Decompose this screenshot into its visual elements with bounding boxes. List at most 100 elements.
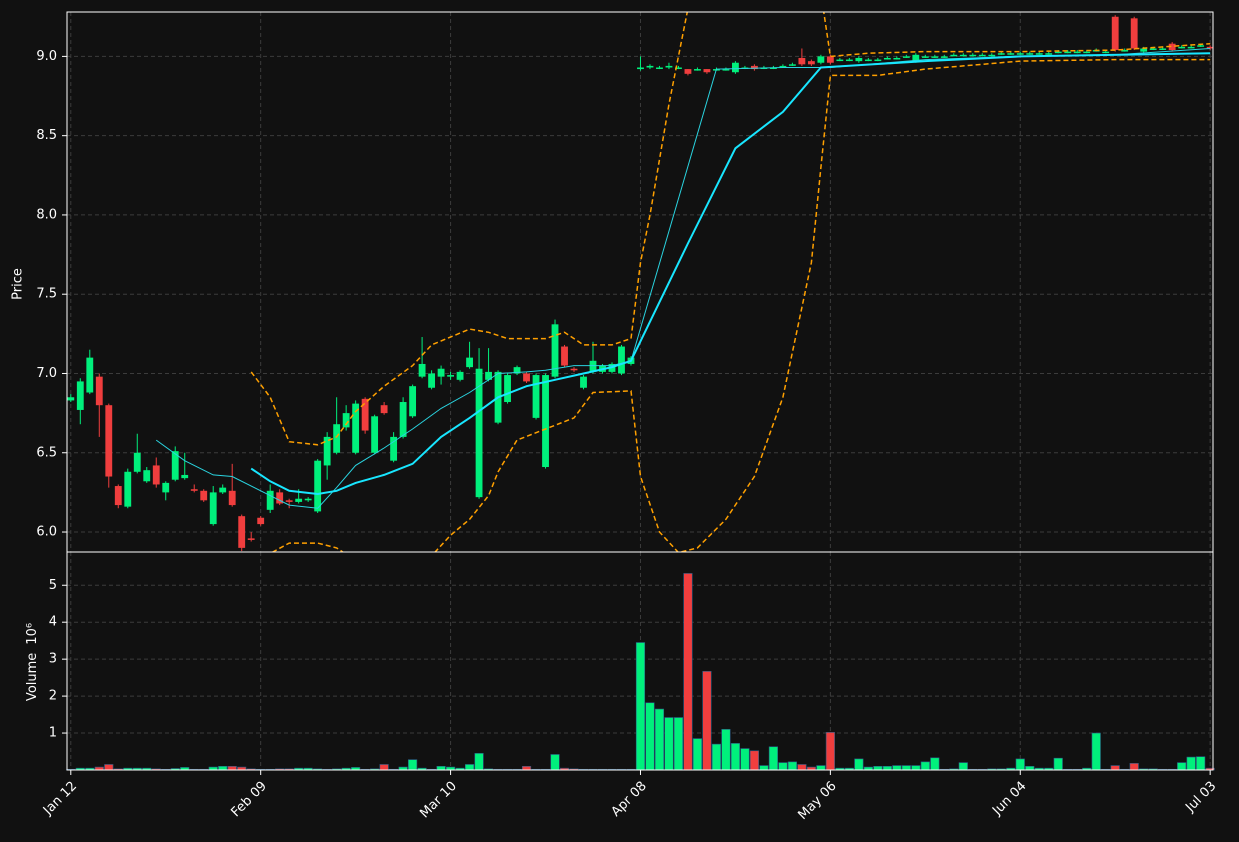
y-tick-label: 7.5 (36, 287, 57, 302)
indicator-line (271, 58, 1211, 552)
candle-body (978, 54, 986, 57)
candle-body (769, 67, 777, 69)
volume-bar (930, 757, 940, 771)
candle-body (1054, 51, 1062, 54)
volume-frame (66, 551, 1214, 771)
volume-bar (227, 766, 237, 771)
volume-bar (635, 642, 646, 771)
candle-body (67, 397, 75, 401)
candle-body (807, 61, 815, 65)
volume-bar (1110, 765, 1120, 771)
volume-label: Volume (25, 653, 40, 701)
candle-body (238, 516, 246, 548)
candle-body (342, 413, 350, 428)
volume-bar (768, 746, 778, 771)
volume-bar (408, 759, 418, 771)
candle-body (1159, 48, 1167, 50)
volume-bar (436, 766, 446, 771)
candle-body (276, 492, 284, 504)
candle-body (1197, 45, 1205, 47)
candle-body (323, 436, 331, 466)
candle-body (181, 474, 189, 479)
volume-bar (730, 743, 740, 771)
volume-bar (740, 748, 750, 771)
candle-body (171, 451, 179, 480)
candle-body (105, 405, 113, 477)
candle-body (855, 57, 863, 62)
candle-body (523, 373, 530, 382)
candle-body (390, 436, 398, 461)
volume-bar (1025, 766, 1035, 771)
volume-bar (673, 717, 684, 771)
candle-body (997, 53, 1005, 55)
volume-bar (104, 764, 114, 771)
volume-bar (1129, 763, 1139, 771)
candle-body (371, 416, 379, 453)
volume-bar (787, 761, 797, 771)
volume-bar (645, 702, 655, 771)
volume-bar (854, 758, 864, 771)
volume-bar (702, 671, 712, 771)
y-tick-label: 1 (49, 726, 57, 741)
candle-body (1121, 50, 1129, 52)
y-tick-label: 2 (49, 689, 57, 704)
candle-body (124, 471, 132, 507)
candle-body (1140, 48, 1148, 52)
candle-body (826, 56, 834, 63)
candle-body (380, 405, 388, 414)
candle-body (1045, 53, 1053, 55)
candle-body (418, 363, 426, 377)
candle-body (798, 57, 806, 65)
volume-bar (218, 766, 228, 771)
candle-body (921, 56, 929, 58)
candle-body (684, 69, 692, 74)
volume-bar (1177, 762, 1187, 771)
candle-body (542, 375, 549, 468)
candle-body (1130, 18, 1138, 49)
y-tick-label: 8.0 (36, 207, 57, 222)
volume-bar (778, 762, 788, 771)
y-tick-label: 4 (49, 615, 57, 630)
candle-body (228, 490, 236, 506)
candle-body (722, 69, 730, 71)
candle-body (1016, 53, 1024, 55)
candle-body (580, 376, 587, 388)
candle-body (428, 373, 436, 388)
candle-body (285, 500, 293, 502)
candle-body (1064, 51, 1072, 54)
volume-bar (825, 732, 835, 771)
candle-body (504, 375, 511, 403)
candle-body (200, 490, 208, 501)
volume-bar (474, 753, 484, 771)
candle-body (114, 486, 122, 506)
volume-bar (958, 762, 968, 771)
volume-axis-label: Volume 10⁶ (25, 623, 40, 701)
volume-bar (521, 766, 532, 771)
candle-body (940, 56, 948, 58)
candle-body (409, 386, 417, 417)
candle-body (437, 368, 445, 377)
volume-bar (882, 766, 892, 771)
candle-body (883, 57, 891, 60)
volume-bar (759, 765, 769, 771)
candle-body (732, 62, 739, 73)
candle-body (295, 498, 303, 502)
candle-body (532, 375, 540, 418)
candle-body (817, 56, 825, 63)
candle-body (1149, 48, 1157, 50)
candle-body (912, 54, 920, 62)
volume-bar (920, 761, 930, 771)
candle-body (333, 424, 341, 453)
candle-body (703, 69, 711, 73)
candle-body (694, 69, 701, 71)
candle-body (1035, 53, 1043, 55)
candle-body (352, 403, 360, 453)
volume-bar (721, 729, 731, 771)
candle-body (1178, 46, 1186, 49)
y-tick-label: 8.5 (36, 128, 57, 143)
candle-body (665, 65, 673, 68)
candle-body (618, 346, 625, 374)
candle-body (675, 67, 682, 69)
candle-body (219, 487, 227, 493)
candle-body (133, 452, 141, 472)
